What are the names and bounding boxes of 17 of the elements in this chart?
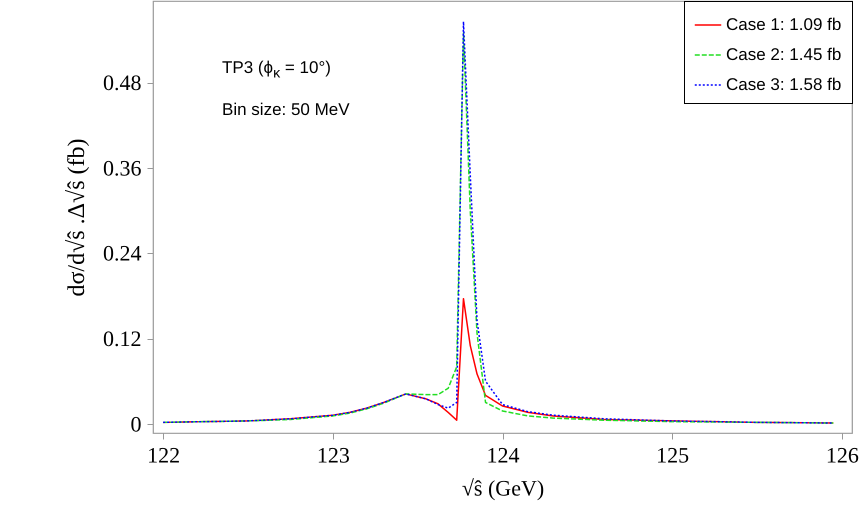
legend-label: Case 2: 1.45 fb [726,45,842,64]
x-tick-label: 124 [486,442,520,468]
legend-label: Case 3: 1.58 fb [726,75,842,94]
y-tick-label: 0.12 [103,326,142,351]
y-axis-title: dσ/d√ŝ .Δ√ŝ (fb) [64,138,90,297]
y-tick-label: 0.36 [103,155,142,180]
x-tick-label: 123 [316,442,350,468]
y-tick-label: 0.24 [103,240,142,266]
x-tick-label: 126 [826,442,859,468]
x-tick-label: 125 [656,442,690,468]
y-tick-label: 0 [130,411,142,436]
y-tick-label: 0.48 [103,70,142,96]
annotation: Bin size: 50 MeV [222,100,350,120]
x-axis-title: √ŝ (GeV) [462,476,544,500]
x-tick-label: 122 [147,442,180,468]
legend-label: Case 1: 1.09 fb [726,15,842,34]
annotation: TP3 (ϕ$_{κ}$ = 10°) [222,58,331,82]
